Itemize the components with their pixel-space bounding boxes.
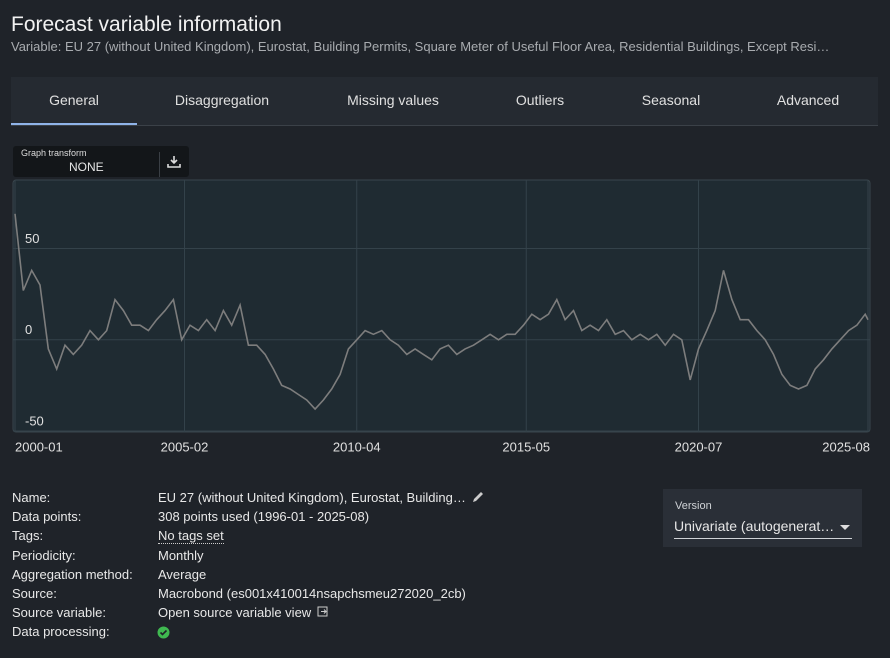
plot-area [12, 179, 871, 433]
field-value[interactable]: No tags set [158, 528, 224, 545]
field-value: EU 27 (without United Kingdom), Eurostat… [158, 490, 485, 505]
y-tick-label: -50 [25, 413, 44, 428]
x-tick-label: 2010-04 [333, 439, 381, 454]
version-label: Version [675, 500, 712, 512]
dropdown-arrow [840, 525, 850, 530]
field-label: Aggregation method: [12, 566, 133, 582]
download-icon[interactable] [167, 155, 181, 169]
tab[interactable]: Outliers [515, 92, 565, 108]
subtitle: Variable: EU 27 (without United Kingdom)… [11, 39, 830, 54]
tab[interactable]: Disaggregation [174, 92, 270, 108]
chart: -50 0 50 2000-01 2005-02 2010-04 2015-05 2020-0… [12, 179, 871, 454]
tab-bar: General Disaggregation Missing values Ou… [11, 77, 878, 126]
version-select: Version Univariate (autogenerat… [663, 489, 862, 547]
tab[interactable]: Seasonal [641, 92, 701, 108]
field-label: Periodicity: [12, 547, 76, 563]
graph-transform-value: NONE [69, 160, 104, 174]
y-tick-label: 50 [25, 231, 39, 246]
field-label: Data processing: [12, 624, 110, 640]
field-label: Name: [12, 490, 51, 505]
status-ok-icon [157, 626, 170, 639]
field-value[interactable]: Open source variable view [158, 605, 330, 620]
field-value: Monthly [158, 547, 204, 563]
field-label: Data points: [12, 509, 82, 525]
field-value: Macrobond (es001x410014nsapchsmeu272020_… [158, 586, 466, 601]
edit-icon [472, 492, 483, 502]
x-tick-label: 2025-08 [822, 439, 870, 454]
open-icon [317, 606, 328, 617]
y-tick-label: 0 [25, 322, 32, 337]
separator [159, 152, 160, 177]
field-label: Tags: [12, 528, 44, 544]
graph-transform[interactable]: Graph transform NONE [13, 146, 189, 177]
line-series [14, 213, 869, 411]
title: Forecast variable information [11, 13, 282, 36]
x-tick-label: 2015-05 [502, 439, 550, 454]
x-tick-label: 2005-02 [161, 439, 209, 454]
tab[interactable]: General [11, 77, 137, 125]
x-tick-label: 2020-07 [675, 439, 723, 454]
field-value: Average [158, 566, 207, 582]
version-value[interactable]: Univariate (autogenerat… [674, 518, 852, 539]
tab[interactable]: Missing values [347, 92, 439, 108]
field-label: Source: [12, 586, 57, 601]
field-label: Source variable: [12, 605, 106, 621]
tab[interactable]: Advanced [776, 92, 840, 108]
version-text: Univariate (autogenerat… [674, 518, 835, 534]
x-tick-label: 2000-01 [15, 439, 63, 454]
field-value: 308 points used (1996-01 - 2025-08) [158, 509, 370, 525]
graph-transform-label: Graph transform [21, 148, 87, 158]
